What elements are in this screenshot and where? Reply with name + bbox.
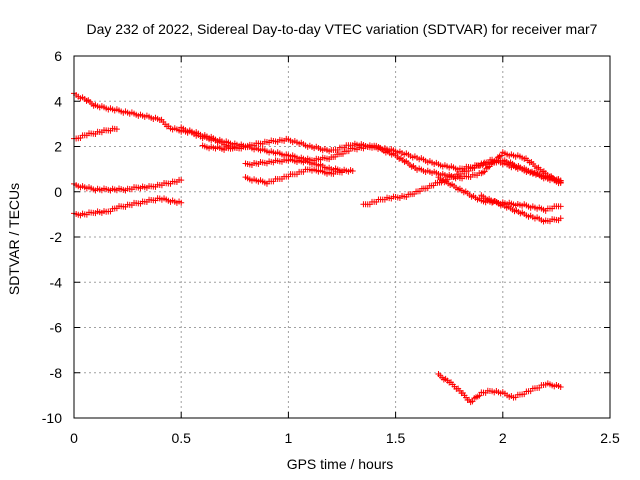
x-tick-label: 2 bbox=[499, 430, 507, 446]
x-tick-label: 0.5 bbox=[171, 430, 191, 446]
tick-labels: 0 0.5 1 1.5 2 2.5 -10 -8 -6 -4 -2 0 2 4 6 bbox=[42, 48, 620, 446]
y-tick-label: -2 bbox=[50, 229, 63, 245]
data-marker bbox=[199, 142, 564, 187]
series-arc-9 bbox=[360, 156, 564, 208]
data-marker bbox=[435, 370, 564, 406]
y-tick-label: 2 bbox=[54, 139, 62, 155]
y-tick-label: 6 bbox=[54, 48, 62, 64]
y-tick-label: -4 bbox=[50, 274, 63, 290]
data-marker bbox=[360, 156, 564, 208]
series-arc-7 bbox=[242, 166, 345, 187]
y-axis-label: SDTVAR / TECUs bbox=[6, 183, 22, 295]
axis-ticks bbox=[73, 55, 611, 419]
series-arc-8 bbox=[242, 156, 356, 175]
data-marker bbox=[242, 156, 356, 175]
data-marker bbox=[242, 166, 345, 187]
y-tick-label: 4 bbox=[54, 93, 62, 109]
x-tick-label: 1.5 bbox=[386, 430, 406, 446]
y-tick-label: -10 bbox=[42, 410, 62, 426]
grid bbox=[74, 56, 610, 418]
x-tick-label: 1 bbox=[285, 430, 293, 446]
series-arc-12 bbox=[435, 370, 564, 406]
data-marker bbox=[478, 192, 564, 225]
chart-title: Day 232 of 2022, Sidereal Day-to-day VTE… bbox=[87, 21, 598, 37]
x-tick-label: 0 bbox=[70, 430, 78, 446]
series-arc-6 bbox=[199, 142, 564, 187]
x-tick-label: 2.5 bbox=[600, 430, 620, 446]
x-axis-label: GPS time / hours bbox=[287, 456, 394, 472]
series-arc-11 bbox=[478, 192, 564, 225]
y-tick-label: 0 bbox=[54, 184, 62, 200]
y-tick-label: -6 bbox=[50, 320, 63, 336]
y-tick-label: -8 bbox=[50, 365, 63, 381]
